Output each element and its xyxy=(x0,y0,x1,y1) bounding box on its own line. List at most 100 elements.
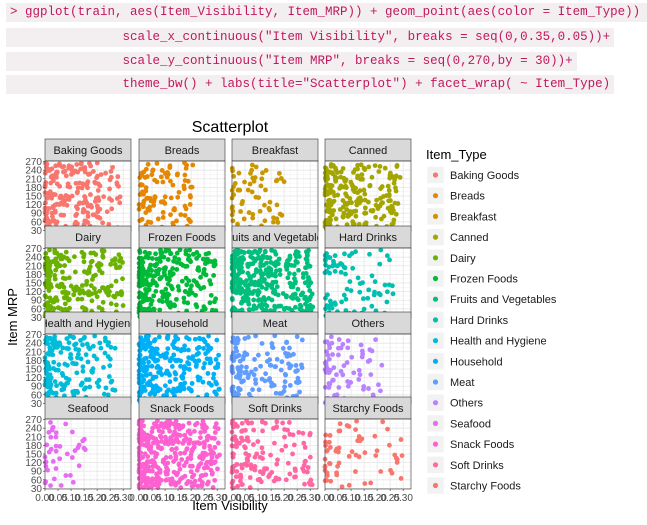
data-point xyxy=(290,432,296,438)
data-point xyxy=(366,164,372,170)
data-point xyxy=(145,287,151,293)
data-point xyxy=(246,301,252,307)
data-point xyxy=(146,485,151,490)
data-point xyxy=(259,176,265,182)
data-point xyxy=(278,367,284,373)
data-point xyxy=(159,250,165,256)
data-point xyxy=(159,438,164,444)
data-point xyxy=(182,160,187,166)
data-point xyxy=(327,444,333,450)
data-point xyxy=(208,467,214,473)
data-point xyxy=(386,442,392,448)
data-point xyxy=(119,292,124,298)
data-point xyxy=(95,214,101,220)
data-point xyxy=(64,380,69,386)
data-point xyxy=(278,176,284,181)
data-point xyxy=(260,170,265,176)
data-point xyxy=(48,180,54,186)
data-point xyxy=(361,187,367,193)
data-point xyxy=(352,167,358,173)
data-point xyxy=(158,434,164,440)
data-point xyxy=(189,184,195,190)
y-tick-label: 150 xyxy=(25,365,42,376)
legend-swatch xyxy=(432,213,439,219)
data-point xyxy=(64,336,70,342)
y-tick-label: 240 xyxy=(25,339,42,350)
data-point xyxy=(45,467,51,473)
data-point xyxy=(147,207,152,213)
data-point xyxy=(203,251,209,257)
data-point xyxy=(239,420,245,426)
data-point xyxy=(167,163,173,169)
data-point xyxy=(304,469,310,475)
data-point xyxy=(389,470,395,476)
data-point xyxy=(262,297,268,303)
data-point xyxy=(46,375,52,381)
data-point xyxy=(81,259,87,265)
data-point xyxy=(183,459,189,465)
data-point xyxy=(249,189,255,195)
data-point xyxy=(350,221,356,227)
data-point xyxy=(175,470,181,476)
data-point xyxy=(154,256,160,262)
data-point xyxy=(212,299,217,305)
data-point xyxy=(149,298,155,304)
data-point xyxy=(354,418,359,424)
data-point xyxy=(47,307,53,312)
data-point xyxy=(137,348,143,354)
data-point xyxy=(235,247,240,253)
data-point xyxy=(327,190,333,196)
data-point xyxy=(275,457,280,463)
data-point xyxy=(167,379,173,385)
data-point xyxy=(90,343,96,349)
data-point xyxy=(88,163,94,169)
data-point xyxy=(344,207,350,212)
data-point xyxy=(68,472,73,478)
data-point xyxy=(164,465,169,471)
data-point xyxy=(378,469,384,474)
data-point xyxy=(176,439,181,445)
data-point xyxy=(372,163,378,168)
data-point xyxy=(142,337,148,342)
facet-strip-label: Baking Goods xyxy=(53,145,123,157)
x-tick-label: 0.00 xyxy=(222,493,242,504)
y-tick-label: 60 xyxy=(31,217,43,228)
data-point xyxy=(340,198,346,203)
data-point xyxy=(378,388,383,394)
data-point xyxy=(93,290,98,296)
data-point xyxy=(92,199,98,204)
data-point xyxy=(153,288,159,294)
data-point xyxy=(45,273,51,279)
data-point xyxy=(175,284,181,289)
data-point xyxy=(103,385,109,391)
data-point xyxy=(192,428,197,434)
data-point xyxy=(53,267,59,273)
data-point xyxy=(204,437,210,443)
data-point xyxy=(147,445,153,451)
data-point xyxy=(346,482,352,488)
data-point xyxy=(287,345,292,351)
y-tick-label: 90 xyxy=(31,209,43,220)
data-point xyxy=(292,291,298,297)
data-point xyxy=(78,166,84,172)
data-point xyxy=(386,192,392,198)
data-point xyxy=(343,271,348,277)
data-point xyxy=(207,356,213,362)
data-point xyxy=(53,448,59,454)
data-point xyxy=(163,455,169,460)
data-point xyxy=(250,250,256,256)
data-point xyxy=(117,200,123,206)
data-point xyxy=(323,370,329,375)
data-point xyxy=(245,270,251,276)
data-point xyxy=(264,351,270,357)
data-point xyxy=(205,465,211,470)
data-point xyxy=(83,307,89,313)
data-point xyxy=(184,447,190,452)
y-tick-label: 180 xyxy=(25,441,42,452)
data-point xyxy=(162,461,168,467)
data-point xyxy=(96,384,102,389)
data-point xyxy=(138,385,144,391)
data-point xyxy=(58,212,64,218)
data-point xyxy=(344,360,350,365)
data-point xyxy=(239,435,244,441)
